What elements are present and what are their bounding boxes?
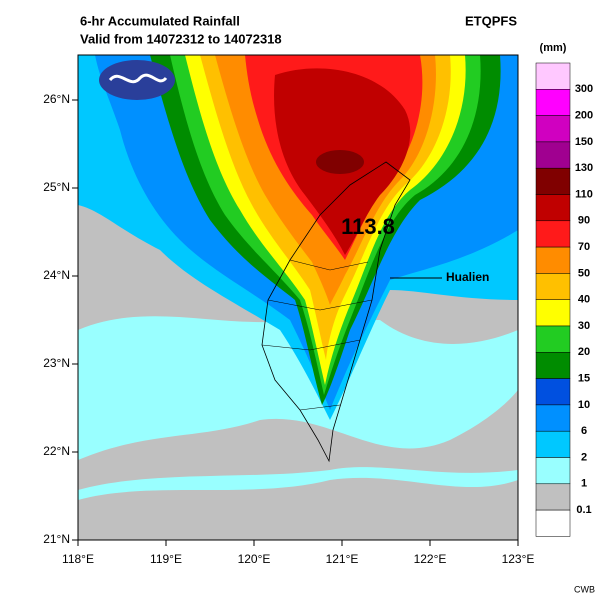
colorbar-label: 6 bbox=[581, 425, 587, 437]
colorbar-box bbox=[535, 483, 571, 511]
place-label: Hualien bbox=[446, 270, 489, 284]
colorbar-label: 50 bbox=[578, 267, 590, 279]
lon-label: 123°E bbox=[502, 552, 535, 566]
lat-label: 25°N bbox=[43, 180, 70, 194]
county-borders bbox=[261, 259, 373, 411]
colorbar-label: 15 bbox=[578, 373, 590, 385]
product: ETQPFS bbox=[465, 13, 517, 28]
lon-label: 118°E bbox=[62, 552, 94, 566]
map-frame bbox=[77, 54, 519, 541]
lon-label: 122°E bbox=[414, 552, 447, 566]
subtitle: Valid from 14072312 to 14072318 bbox=[80, 31, 282, 46]
lon-label: 119°E bbox=[150, 552, 182, 566]
colorbar-label: 150 bbox=[575, 136, 593, 148]
colorbar-label: 110 bbox=[575, 188, 593, 200]
colorbar-box bbox=[535, 430, 571, 458]
colorbar-box bbox=[535, 273, 571, 300]
colorbar-box bbox=[535, 167, 571, 195]
logo-mark bbox=[108, 73, 168, 84]
colorbar-box bbox=[535, 141, 571, 169]
colorbar-box bbox=[535, 509, 571, 537]
lon-label: 121°E bbox=[326, 552, 359, 566]
colorbar-label: 20 bbox=[578, 346, 590, 358]
lat-label: 22°N bbox=[43, 444, 70, 458]
colorbar-box bbox=[535, 115, 571, 143]
colorbar-box bbox=[535, 62, 571, 90]
colorbar-box bbox=[535, 89, 571, 116]
taiwan-outline bbox=[261, 161, 411, 463]
lat-label: 23°N bbox=[43, 356, 70, 370]
lat-label: 26°N bbox=[43, 92, 70, 106]
colorbar-label: 90 bbox=[578, 215, 590, 227]
colorbar-label: 10 bbox=[578, 399, 590, 411]
lat-label: 21°N bbox=[43, 532, 70, 546]
colorbar-label: 30 bbox=[578, 320, 590, 332]
colorbar-box bbox=[535, 404, 571, 432]
unit-label: (mm) bbox=[540, 42, 567, 54]
colorbar-box bbox=[535, 194, 571, 222]
colorbar-box bbox=[535, 325, 571, 353]
colorbar-box bbox=[535, 352, 571, 379]
colorbar-label: 300 bbox=[575, 83, 593, 95]
colorbar-label: 200 bbox=[575, 110, 593, 122]
colorbar-box bbox=[535, 457, 571, 485]
title: 6-hr Accumulated Rainfall bbox=[80, 13, 240, 28]
colorbar-label: 2 bbox=[581, 451, 587, 463]
colorbar-label: 70 bbox=[578, 241, 590, 253]
lat-label: 24°N bbox=[43, 268, 70, 282]
colorbar-box bbox=[535, 246, 571, 274]
colorbar-box bbox=[535, 378, 571, 406]
colorbar-label: 0.1 bbox=[576, 504, 591, 516]
colorbar-box bbox=[535, 299, 571, 327]
colorbar-box bbox=[535, 220, 571, 248]
colorbar-label: 1 bbox=[581, 478, 587, 490]
colorbar-label: 40 bbox=[578, 294, 590, 306]
rainfall-field bbox=[78, 55, 518, 540]
credit: CWB bbox=[574, 584, 595, 594]
colorbar-label: 130 bbox=[575, 162, 593, 174]
max-value: 113.8 bbox=[341, 214, 395, 239]
lon-label: 120°E bbox=[238, 552, 271, 566]
